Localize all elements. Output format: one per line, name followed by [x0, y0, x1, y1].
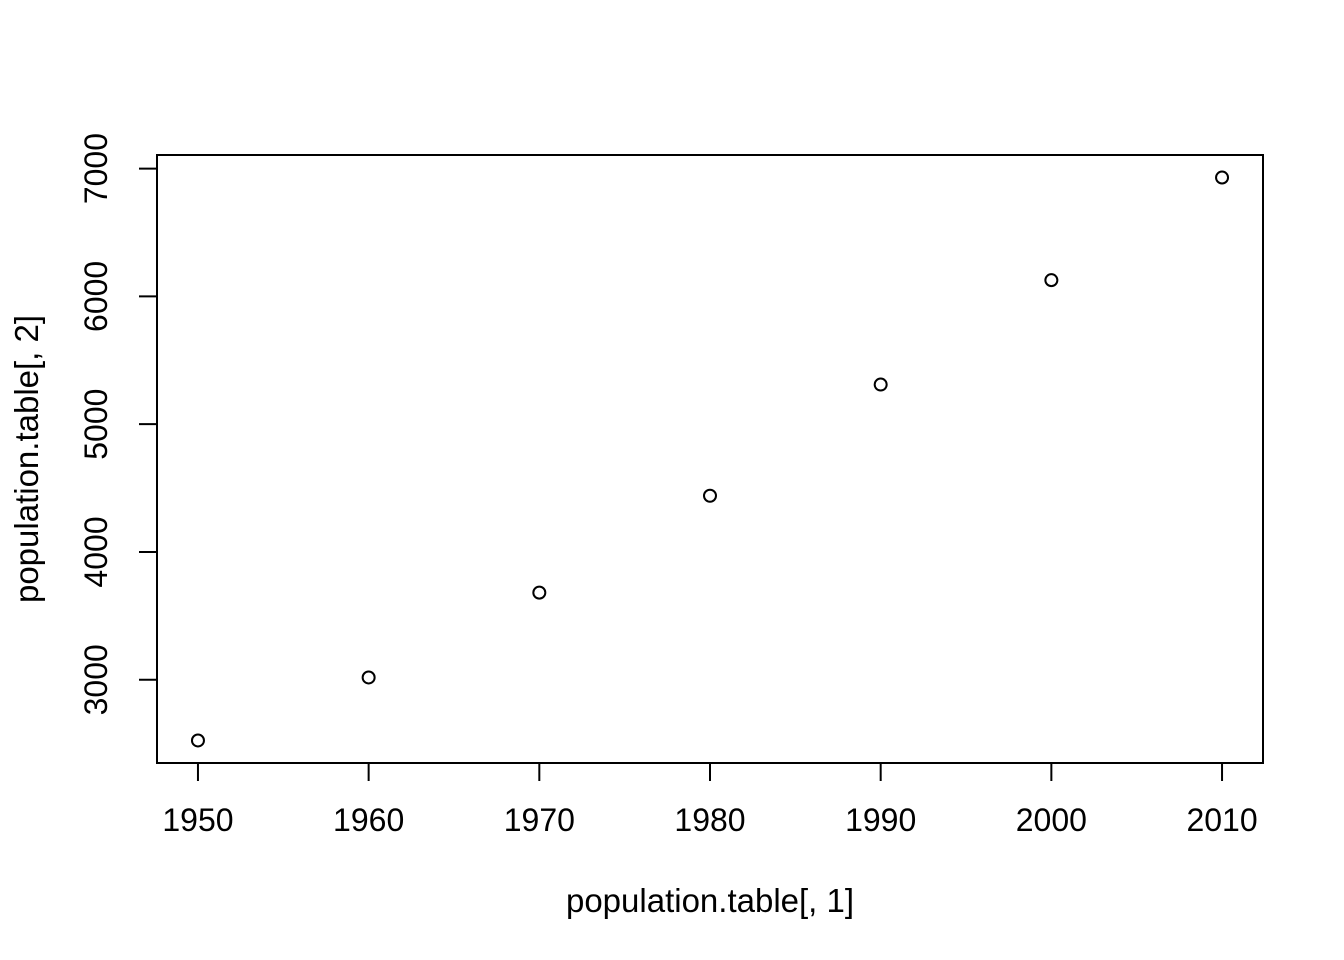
data-point — [190, 733, 205, 748]
x-axis-tick-labels: 1950 1960 1970 1980 1990 2000 2010 — [162, 802, 1257, 838]
x-axis-tick-label: 2000 — [1016, 802, 1087, 838]
x-axis-tick-label: 1960 — [333, 802, 404, 838]
plot-box-border — [156, 154, 1264, 764]
x-axis-tick-label: 1980 — [674, 802, 745, 838]
x-axis-tick-label: 2010 — [1186, 802, 1257, 838]
data-point — [532, 585, 547, 600]
y-axis-tick-labels: 3000 4000 5000 6000 7000 — [78, 133, 114, 715]
y-axis-tick-label: 3000 — [78, 644, 114, 715]
y-axis-tick-label: 7000 — [78, 133, 114, 204]
x-axis-tick-label: 1970 — [504, 802, 575, 838]
data-point — [873, 377, 888, 392]
x-axis-tick-label: 1950 — [162, 802, 233, 838]
y-axis-tick-label: 4000 — [78, 516, 114, 587]
y-axis-tick-label: 5000 — [78, 389, 114, 460]
data-points-group — [190, 170, 1230, 748]
data-point — [703, 488, 717, 503]
data-point — [1215, 170, 1230, 185]
y-axis-tick-label: 6000 — [78, 261, 114, 332]
x-axis-tick-label: 1990 — [845, 802, 916, 838]
y-axis-title: population.table[, 2] — [8, 315, 45, 603]
data-point — [361, 670, 376, 685]
x-axis-ticks — [196, 763, 1224, 781]
x-axis-title: population.table[, 1] — [566, 882, 854, 919]
y-axis-ticks — [139, 167, 157, 681]
data-point — [1044, 273, 1059, 288]
